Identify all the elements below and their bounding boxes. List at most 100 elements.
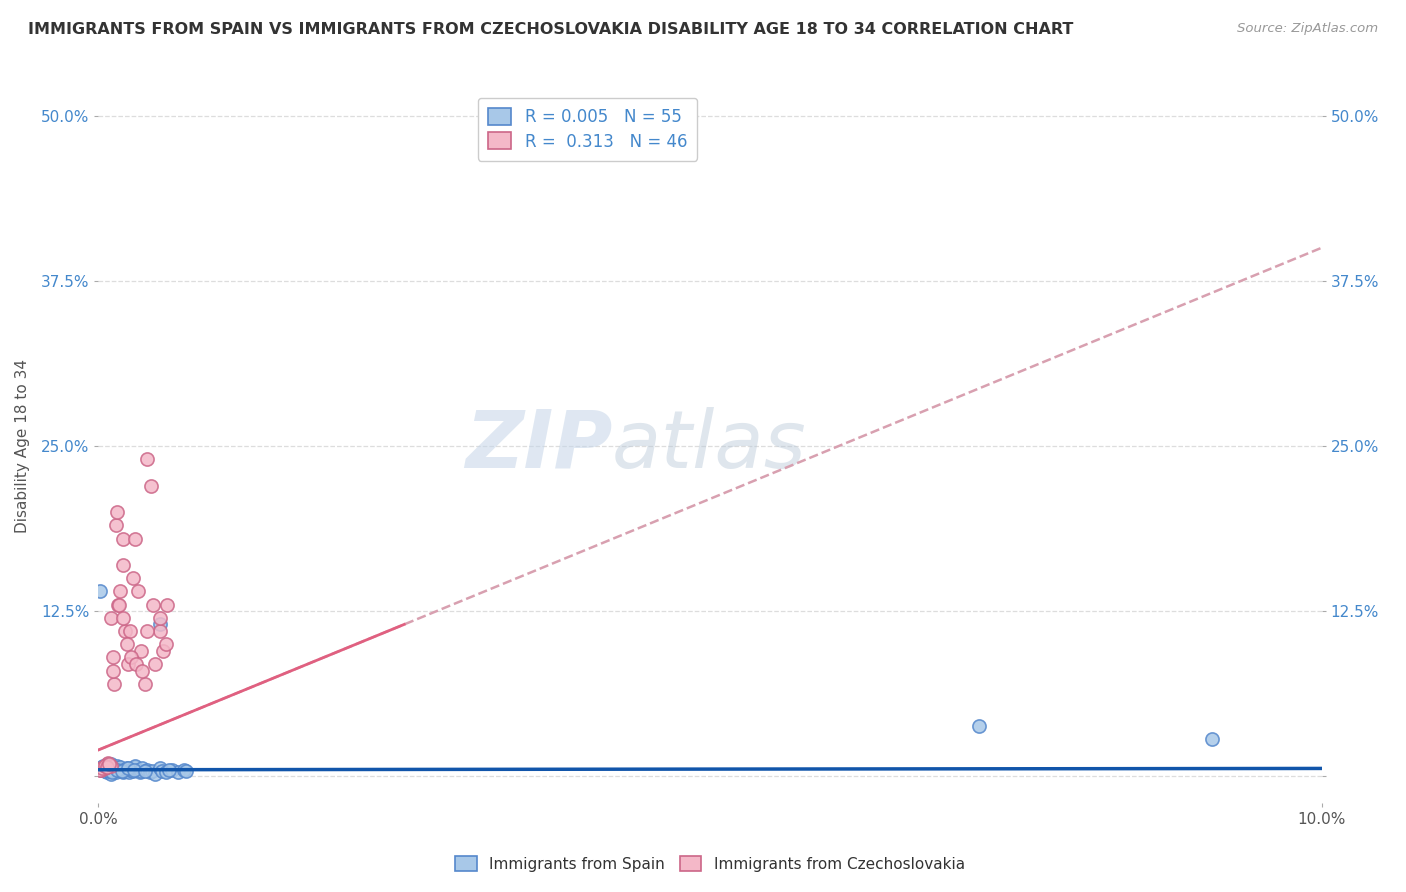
Point — [111, 764, 134, 778]
Point — [149, 611, 172, 625]
Point — [142, 598, 165, 612]
Point — [115, 761, 138, 775]
Point — [122, 763, 145, 777]
Point — [111, 765, 134, 780]
Point — [149, 624, 172, 638]
Point — [90, 763, 112, 777]
Point — [134, 677, 156, 691]
Point — [98, 764, 121, 778]
Point — [121, 764, 143, 778]
Point — [114, 624, 136, 638]
Point — [157, 763, 180, 777]
Point — [94, 759, 117, 773]
Point — [107, 761, 129, 775]
Point — [107, 598, 129, 612]
Point — [129, 764, 152, 778]
Point — [101, 650, 124, 665]
Point — [136, 763, 159, 777]
Point — [111, 763, 134, 777]
Point — [117, 761, 139, 775]
Point — [110, 584, 132, 599]
Point — [100, 757, 122, 772]
Point — [117, 657, 139, 671]
Point — [176, 764, 198, 778]
Point — [134, 764, 156, 778]
Point — [115, 637, 138, 651]
Point — [120, 650, 142, 665]
Point — [139, 478, 162, 492]
Point — [98, 757, 121, 772]
Point — [125, 657, 148, 671]
Point — [91, 761, 114, 775]
Point — [89, 763, 111, 777]
Point — [104, 518, 127, 533]
Point — [93, 764, 115, 778]
Point — [131, 664, 153, 678]
Point — [91, 759, 114, 773]
Point — [111, 611, 134, 625]
Point — [103, 764, 125, 778]
Point — [160, 763, 183, 777]
Point — [136, 452, 159, 467]
Point — [155, 637, 177, 651]
Point — [93, 759, 115, 773]
Point — [139, 765, 162, 780]
Point — [108, 598, 131, 612]
Point — [97, 756, 120, 771]
Y-axis label: Disability Age 18 to 34: Disability Age 18 to 34 — [15, 359, 30, 533]
Point — [129, 765, 152, 780]
Point — [108, 763, 131, 777]
Text: atlas: atlas — [612, 407, 807, 485]
Point — [120, 624, 142, 638]
Point — [96, 763, 118, 777]
Point — [143, 657, 166, 671]
Point — [91, 760, 114, 774]
Point — [150, 764, 173, 778]
Point — [124, 759, 146, 773]
Point — [105, 505, 128, 519]
Point — [143, 766, 166, 780]
Point — [124, 532, 146, 546]
Point — [152, 644, 174, 658]
Point — [131, 761, 153, 775]
Point — [94, 761, 117, 775]
Text: ZIP: ZIP — [465, 407, 612, 485]
Point — [121, 571, 143, 585]
Text: IMMIGRANTS FROM SPAIN VS IMMIGRANTS FROM CZECHOSLOVAKIA DISABILITY AGE 18 TO 34 : IMMIGRANTS FROM SPAIN VS IMMIGRANTS FROM… — [28, 22, 1074, 37]
Point — [90, 763, 112, 777]
Point — [100, 611, 122, 625]
Point — [967, 719, 990, 733]
Point — [120, 763, 142, 777]
Point — [127, 584, 149, 599]
Point — [129, 644, 152, 658]
Text: Source: ZipAtlas.com: Source: ZipAtlas.com — [1237, 22, 1378, 36]
Point — [101, 765, 124, 780]
Point — [101, 761, 124, 775]
Point — [101, 664, 124, 678]
Point — [156, 598, 179, 612]
Point — [103, 677, 125, 691]
Legend: Immigrants from Spain, Immigrants from Czechoslovakia: Immigrants from Spain, Immigrants from C… — [446, 847, 974, 880]
Point — [149, 617, 172, 632]
Point — [110, 760, 132, 774]
Point — [136, 624, 159, 638]
Point — [173, 763, 195, 777]
Point — [96, 757, 118, 772]
Point — [124, 760, 146, 774]
Point — [104, 765, 127, 780]
Point — [93, 761, 115, 775]
Point — [118, 765, 141, 780]
Point — [155, 765, 177, 780]
Point — [111, 558, 134, 572]
Point — [91, 760, 114, 774]
Point — [96, 765, 118, 780]
Point — [100, 766, 122, 780]
Point — [96, 760, 118, 774]
Point — [149, 761, 172, 775]
Point — [89, 584, 111, 599]
Point — [141, 764, 163, 778]
Point — [167, 765, 190, 780]
Point — [105, 763, 128, 777]
Point — [100, 763, 122, 777]
Point — [111, 532, 134, 546]
